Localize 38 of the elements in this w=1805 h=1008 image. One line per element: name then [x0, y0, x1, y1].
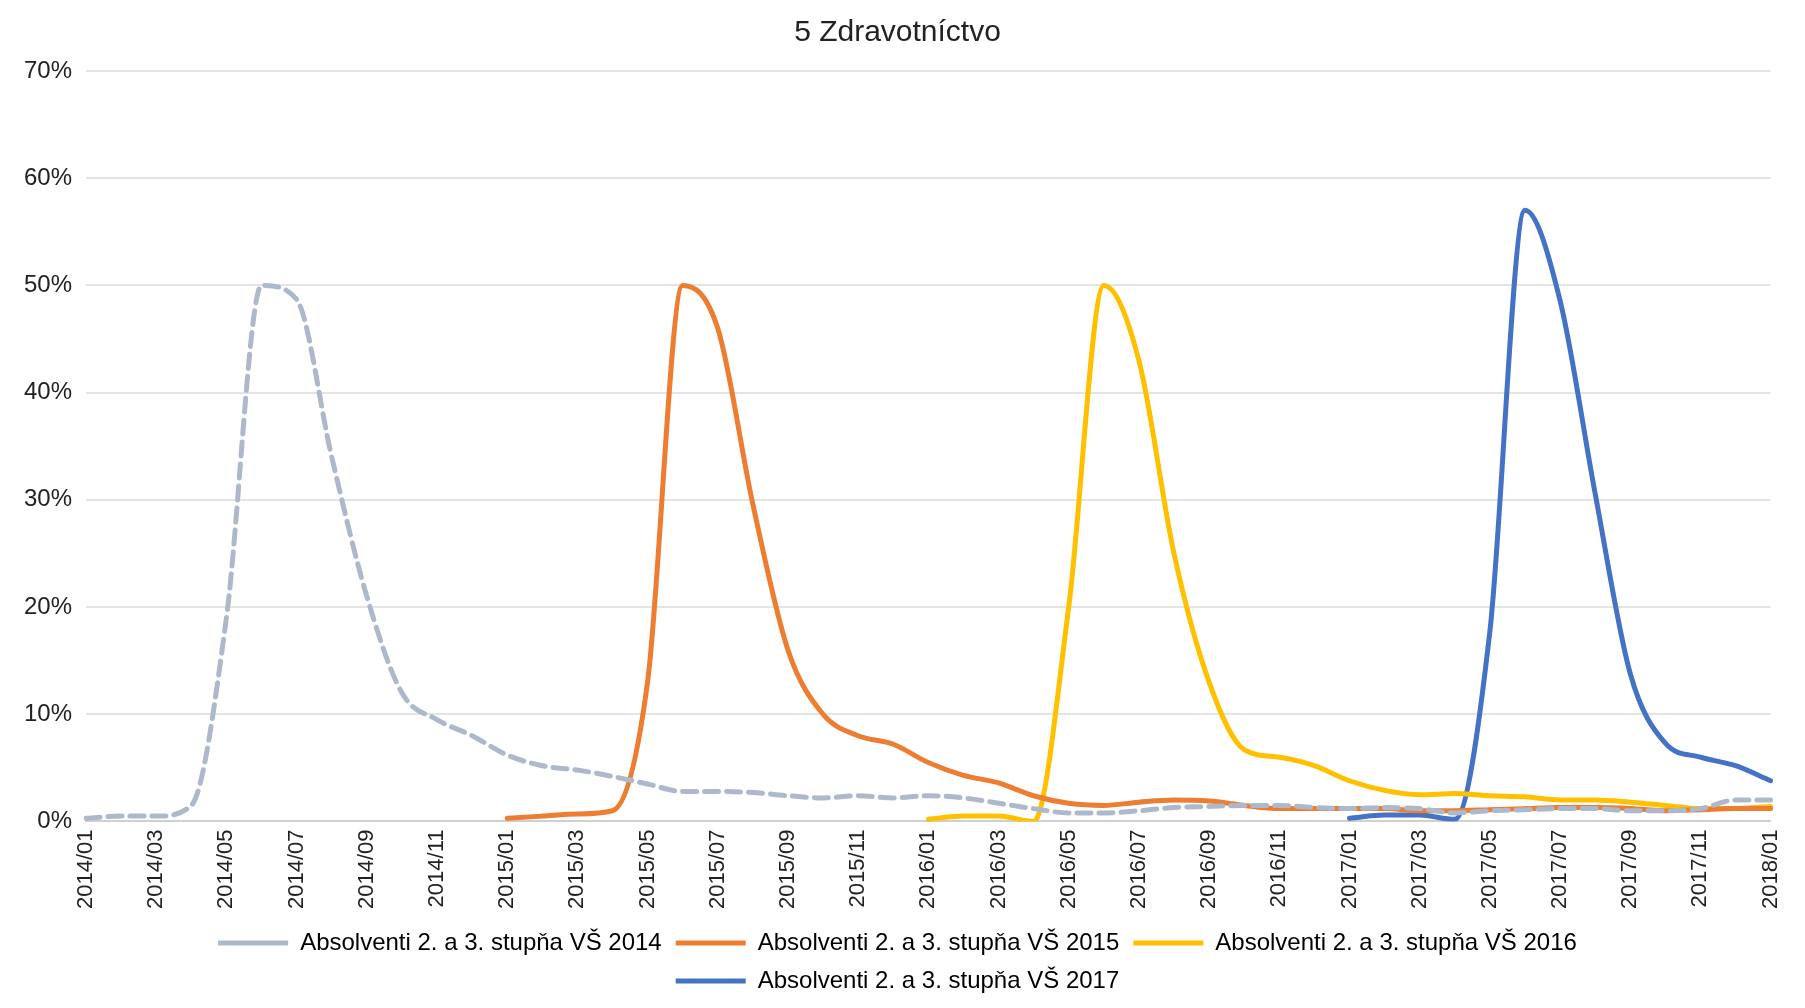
y-tick-label: 60%: [23, 162, 73, 190]
x-tick-label: 2017/01: [1335, 829, 1361, 910]
y-tick-label: 70%: [23, 55, 73, 83]
x-tick-label: 2015/01: [493, 829, 519, 910]
x-tick-label: 2014/03: [142, 829, 168, 910]
x-tick-label: 2014/11: [423, 829, 449, 908]
legend-label: Absolventi 2. a 3. stupňa VŠ 2014: [300, 927, 662, 955]
legend-label: Absolventi 2. a 3. stupňa VŠ 2017: [757, 965, 1120, 993]
x-tick-label: 2014/09: [352, 829, 378, 910]
x-tick-label: 2018/01: [1756, 829, 1782, 910]
x-tick-label: 2016/11: [1265, 829, 1291, 908]
x-tick-label: 2015/07: [703, 829, 729, 910]
x-tick-label: 2016/07: [1124, 829, 1150, 910]
x-tick-label: 2015/03: [563, 829, 589, 910]
y-tick-label: 50%: [23, 270, 73, 298]
x-tick-label: 2014/07: [282, 829, 308, 910]
y-tick-label: 0%: [37, 806, 73, 834]
x-tick-label: 2017/11: [1686, 829, 1712, 908]
chart-title: 5 Zdravotníctvo: [794, 14, 1001, 48]
x-tick-label: 2016/01: [914, 829, 940, 910]
y-tick-label: 30%: [23, 484, 73, 512]
x-tick-label: 2015/05: [633, 829, 659, 910]
x-tick-label: 2017/07: [1546, 829, 1572, 910]
y-tick-label: 10%: [23, 698, 73, 726]
y-tick-label: 40%: [23, 377, 73, 405]
x-tick-label: 2014/05: [212, 829, 238, 910]
x-tick-label: 2016/03: [984, 829, 1010, 910]
x-tick-label: 2017/05: [1475, 829, 1501, 910]
x-tick-label: 2014/01: [72, 829, 98, 910]
y-tick-label: 20%: [23, 591, 73, 619]
x-tick-label: 2016/09: [1195, 829, 1221, 910]
x-tick-label: 2017/03: [1405, 829, 1431, 910]
x-tick-label: 2015/09: [774, 829, 799, 910]
x-tick-label: 2017/09: [1616, 829, 1642, 910]
x-tick-label: 2016/05: [1054, 829, 1080, 910]
legend-label: Absolventi 2. a 3. stupňa VŠ 2016: [1215, 927, 1577, 955]
x-tick-label: 2015/11: [844, 829, 870, 908]
legend-label: Absolventi 2. a 3. stupňa VŠ 2015: [757, 927, 1120, 955]
